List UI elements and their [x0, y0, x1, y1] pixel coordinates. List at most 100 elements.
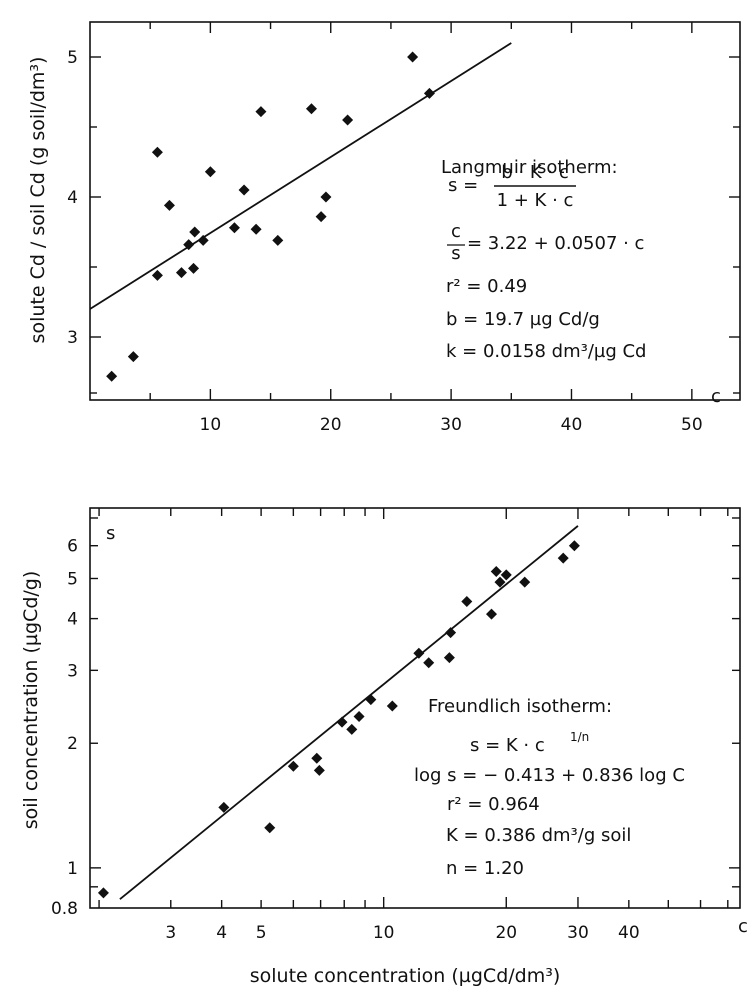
freundlich-data-point — [365, 694, 377, 706]
langmuir-x-corner-label: c — [711, 386, 721, 407]
langmuir-fit-fraction-denominator: s — [451, 243, 460, 264]
langmuir-data-point — [407, 51, 419, 63]
freundlich-plot-frame — [89, 507, 741, 909]
langmuir-fit-fraction-numerator: c — [451, 221, 461, 242]
langmuir-data-point — [305, 103, 317, 115]
freundlich-x-axis-label: solute concentration (µgCd/dm³) — [250, 965, 561, 987]
langmuir-data-point — [255, 106, 267, 118]
langmuir-data-point — [106, 370, 118, 382]
langmuir-data-point — [175, 267, 187, 279]
langmuir-data-point — [320, 191, 332, 203]
langmuir-x-tick-label: 50 — [681, 415, 703, 435]
freundlich-data-point — [311, 752, 323, 764]
langmuir-data-point — [423, 87, 435, 99]
freundlich-ticks — [90, 508, 740, 908]
freundlich-log-equation: log s = − 0.413 + 0.836 log C — [414, 765, 685, 786]
freundlich-data-point — [500, 569, 512, 581]
langmuir-data-point — [163, 199, 175, 211]
freundlich-title: Freundlich isotherm: — [428, 696, 612, 717]
freundlich-data-point — [519, 576, 531, 588]
langmuir-data-point — [315, 211, 327, 223]
freundlich-data-point — [386, 700, 398, 712]
langmuir-equation-denominator: 1 + K · c — [497, 190, 574, 211]
langmuir-data-point — [151, 146, 163, 158]
freundlich-k-value: K = 0.386 dm³/g soil — [446, 825, 631, 846]
freundlich-data-point — [353, 711, 365, 723]
langmuir-fit-equation: = 3.22 + 0.0507 · c — [467, 233, 644, 254]
langmuir-annotation: Langmuir isotherm: s = b · K · c 1 + K ·… — [441, 157, 647, 362]
freundlich-data-point — [568, 540, 580, 552]
freundlich-tick-labels: 3 4 5 10 20 30 40 0.8 1 2 3 4 5 6 — [51, 537, 640, 943]
langmuir-y-tick-label: 3 — [67, 328, 78, 348]
freundlich-x-tick-label: 4 — [216, 923, 227, 943]
freundlich-data-point — [313, 764, 325, 776]
freundlich-data-point — [287, 760, 299, 772]
langmuir-data-point — [183, 239, 195, 251]
langmuir-panel: 10 20 30 40 50 3 4 5 solute Cd / soil Cd (g soi… — [27, 21, 741, 435]
langmuir-y-tick-label: 5 — [67, 48, 78, 68]
freundlich-y-tick-label: 5 — [67, 569, 78, 589]
freundlich-y-tick-label: 6 — [67, 537, 78, 557]
langmuir-y-tick-label: 4 — [67, 188, 78, 208]
freundlich-data-point — [413, 647, 425, 659]
freundlich-data-point — [486, 608, 498, 620]
langmuir-data-point — [197, 234, 209, 246]
freundlich-y-tick-label: 3 — [67, 661, 78, 681]
freundlich-y-corner-label: s — [106, 523, 115, 544]
langmuir-b-value: b = 19.7 µg Cd/g — [446, 309, 600, 330]
langmuir-equation-numerator: b · K · c — [501, 162, 568, 183]
freundlich-x-tick-label: 30 — [567, 923, 589, 943]
langmuir-data-point — [342, 114, 354, 126]
langmuir-data-point — [189, 226, 201, 238]
freundlich-annotation: Freundlich isotherm: s = K · c 1/n log s… — [414, 696, 685, 879]
langmuir-data-point — [204, 166, 216, 178]
freundlich-data-point — [445, 627, 457, 639]
freundlich-x-tick-label: 20 — [495, 923, 517, 943]
freundlich-data-point — [494, 576, 506, 588]
freundlich-y-axis-label: soil concentration (µgCd/g) — [20, 571, 42, 830]
freundlich-data-point — [336, 716, 348, 728]
langmuir-x-tick-label: 20 — [320, 415, 342, 435]
freundlich-data-point — [461, 595, 473, 607]
freundlich-data-point — [557, 552, 569, 564]
langmuir-data-point — [250, 223, 262, 235]
freundlich-x-tick-label: 40 — [618, 923, 640, 943]
langmuir-r-squared: r² = 0.49 — [446, 276, 527, 297]
freundlich-data-point — [346, 723, 358, 735]
langmuir-tick-labels: 10 20 30 40 50 3 4 5 — [67, 48, 703, 435]
freundlich-y-tick-label: 2 — [67, 734, 78, 754]
freundlich-data-points — [97, 540, 580, 899]
freundlich-r-squared: r² = 0.964 — [447, 794, 540, 815]
langmuir-title: Langmuir isotherm: — [441, 157, 618, 178]
freundlich-data-point — [490, 565, 502, 577]
langmuir-data-point — [127, 351, 139, 363]
freundlich-data-point — [423, 657, 435, 669]
langmuir-data-point — [272, 234, 284, 246]
freundlich-x-tick-label: 3 — [165, 923, 176, 943]
freundlich-data-point — [218, 801, 230, 813]
langmuir-data-points — [106, 51, 435, 382]
langmuir-x-tick-label: 40 — [561, 415, 583, 435]
freundlich-n-value: n = 1.20 — [446, 858, 524, 879]
freundlich-x-corner-label: c — [738, 916, 748, 937]
freundlich-data-point — [97, 887, 109, 899]
langmuir-equation-lhs: s = — [448, 175, 478, 196]
freundlich-y-tick-label: 0.8 — [51, 899, 78, 919]
freundlich-data-point — [264, 822, 276, 834]
freundlich-y-tick-label: 4 — [67, 610, 78, 630]
langmuir-data-point — [228, 222, 240, 234]
freundlich-model-exponent: 1/n — [570, 730, 589, 744]
freundlich-model: s = K · c — [470, 735, 545, 756]
langmuir-data-point — [151, 269, 163, 281]
langmuir-data-point — [238, 184, 250, 196]
freundlich-x-tick-label: 5 — [256, 923, 267, 943]
langmuir-ticks — [90, 22, 740, 400]
langmuir-x-tick-label: 10 — [200, 415, 222, 435]
langmuir-k-value: k = 0.0158 dm³/µg Cd — [446, 341, 647, 362]
freundlich-panel: 3 4 5 10 20 30 40 0.8 1 2 3 4 5 6 soil concentration … — [20, 507, 748, 987]
langmuir-plot-frame — [89, 21, 741, 401]
langmuir-x-tick-label: 30 — [440, 415, 462, 435]
freundlich-y-tick-label: 1 — [67, 859, 78, 879]
langmuir-data-point — [188, 262, 200, 274]
